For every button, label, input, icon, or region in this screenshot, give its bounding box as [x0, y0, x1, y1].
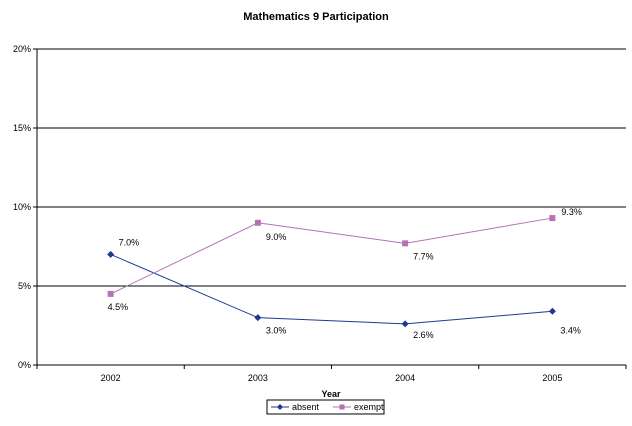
data-point-absent: [401, 320, 409, 328]
x-tick-label: 2005: [542, 373, 562, 383]
gridlines: [37, 48, 626, 287]
data-label-absent: 3.0%: [266, 326, 287, 336]
legend-item-exempt: exempt: [333, 402, 384, 412]
data-label-absent: 2.6%: [413, 330, 434, 340]
data-point-exempt: [549, 215, 556, 222]
y-tick-label: 15%: [13, 123, 31, 133]
y-axis-ticks: 0% 5% 10% 15% 20%: [13, 44, 37, 370]
legend-marker: [277, 404, 283, 410]
x-axis-title: Year: [321, 389, 341, 399]
data-point-absent: [548, 307, 556, 315]
y-tick-label: 10%: [13, 202, 31, 212]
x-tick-label: 2002: [101, 373, 121, 383]
x-tick-label: 2004: [395, 373, 415, 383]
series-layer: 7.0% 3.0% 2.6% 3.4% 4.5% 9.0% 7.7% 9.3%: [107, 207, 582, 340]
legend-marker: [339, 404, 345, 410]
data-label-exempt: 4.5%: [108, 302, 129, 312]
y-tick-label: 20%: [13, 44, 31, 54]
series-absent: 7.0% 3.0% 2.6% 3.4%: [107, 237, 581, 340]
legend: absent exempt: [266, 399, 385, 415]
y-tick-label: 5%: [18, 281, 31, 291]
data-label-absent: 7.0%: [119, 237, 140, 247]
series-line-absent: [110, 253, 553, 325]
data-point-exempt: [107, 290, 114, 297]
data-point-absent: [254, 314, 262, 322]
data-point-exempt: [402, 240, 409, 247]
legend-item-absent: absent: [271, 402, 320, 412]
legend-box: [266, 399, 385, 415]
data-label-exempt: 9.3%: [561, 207, 582, 217]
chart-title: Mathematics 9 Participation: [243, 11, 389, 23]
x-tick-label: 2003: [248, 373, 268, 383]
data-label-exempt: 9.0%: [266, 232, 287, 242]
legend-label: exempt: [354, 402, 384, 412]
y-tick-label: 0%: [18, 360, 31, 370]
data-point-absent: [107, 250, 115, 258]
data-point-exempt: [254, 219, 261, 226]
x-axis-ticks: 2002 2003 2004 2005: [36, 365, 627, 383]
data-label-exempt: 7.7%: [413, 251, 434, 261]
data-label-absent: 3.4%: [560, 325, 581, 335]
series-exempt: 4.5% 9.0% 7.7% 9.3%: [107, 207, 582, 312]
legend-label: absent: [292, 402, 320, 412]
series-line-exempt: [110, 217, 553, 295]
